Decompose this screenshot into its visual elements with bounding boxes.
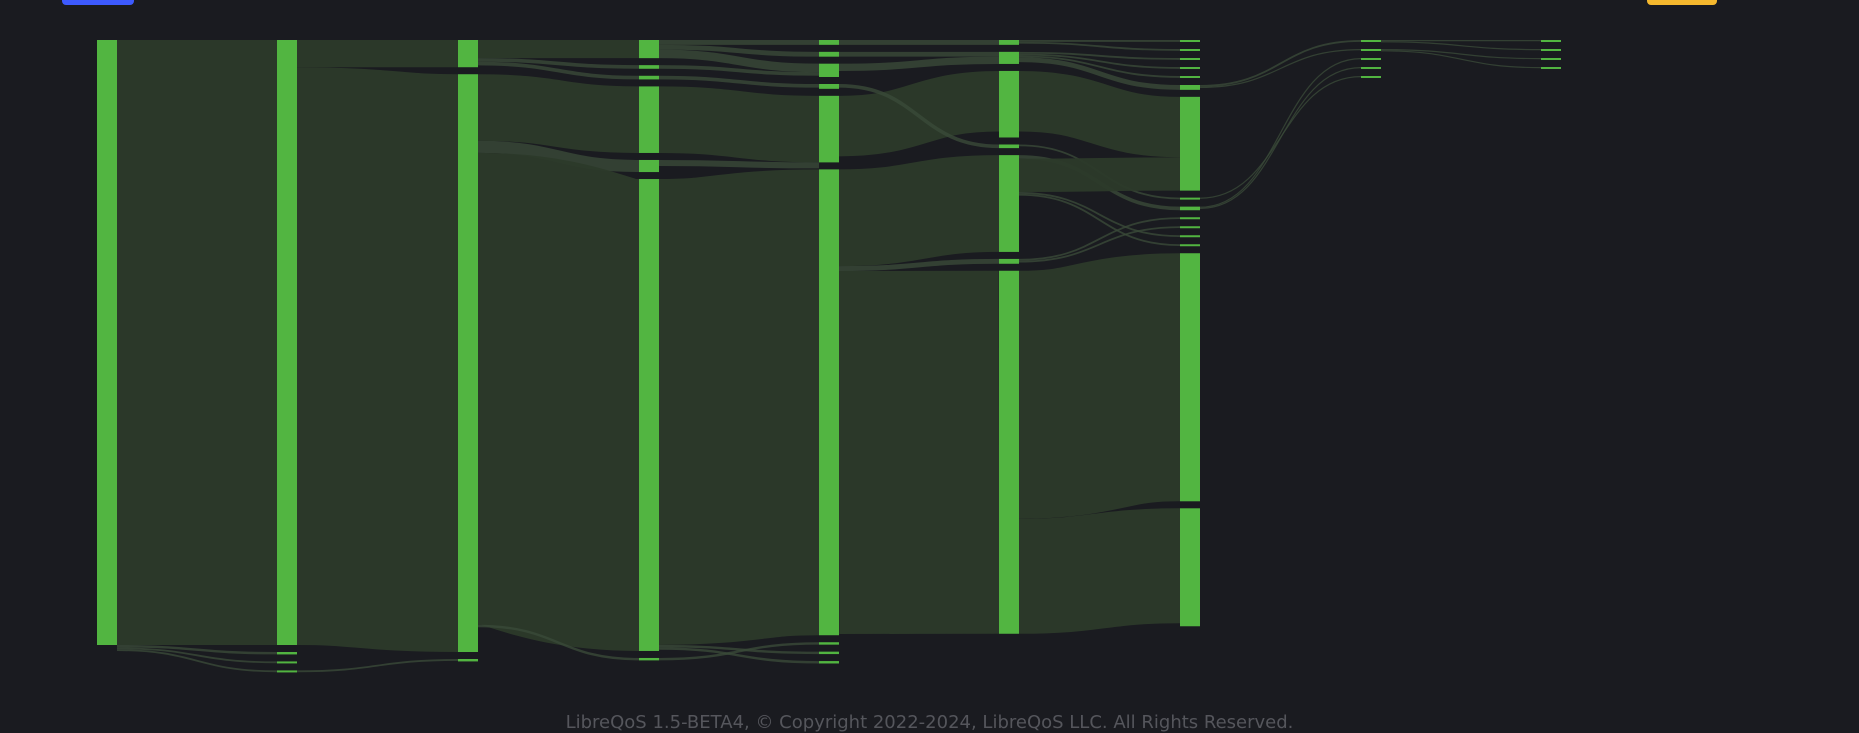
sankey-node-n7b[interactable] — [1361, 49, 1381, 51]
sankey-node-n1c[interactable] — [277, 670, 297, 672]
sankey-node-n3d[interactable] — [639, 86, 659, 153]
sankey-node-n8d[interactable] — [1541, 67, 1561, 69]
sankey-link-n2b-n3d — [478, 108, 639, 120]
sankey-node-n4b[interactable] — [819, 52, 839, 57]
sankey-node-n5g[interactable] — [999, 271, 1019, 634]
sankey-node-n8b[interactable] — [1541, 49, 1561, 51]
sankey-link-n4f-n5e — [839, 204, 999, 218]
sankey-node-n0[interactable] — [97, 40, 117, 645]
sankey-node-n4a[interactable] — [819, 40, 839, 45]
sankey-node-n7a[interactable] — [1361, 40, 1381, 42]
sankey-node-n3b[interactable] — [639, 65, 659, 69]
sankey-node-n2c[interactable] — [458, 659, 478, 661]
sankey-link-n5g-n6n — [1019, 377, 1180, 395]
sankey-link-n1c-n2c — [297, 660, 458, 671]
sankey-node-n6o[interactable] — [1180, 508, 1200, 626]
sankey-node-n2a[interactable] — [458, 40, 478, 67]
sankey-node-n1b[interactable] — [277, 661, 297, 663]
sankey-node-n2b[interactable] — [458, 74, 478, 652]
sankey-node-n4e[interactable] — [819, 96, 839, 163]
sankey-link-n4e-n5c — [839, 101, 999, 126]
sankey-link-n7b-n8d — [1381, 51, 1541, 68]
sankey-node-n3c[interactable] — [639, 76, 659, 80]
sankey-node-n6l[interactable] — [1180, 235, 1200, 237]
sankey-node-n6m[interactable] — [1180, 244, 1200, 246]
sankey-node-n6f[interactable] — [1180, 85, 1200, 90]
sankey-node-n4d[interactable] — [819, 84, 839, 89]
sankey-node-n6n[interactable] — [1180, 253, 1200, 501]
sankey-node-n5d[interactable] — [999, 144, 1019, 148]
sankey-node-n6d[interactable] — [1180, 67, 1200, 69]
sankey-link-n3c-n4d — [659, 78, 819, 86]
sankey-link-n2b-n3f — [478, 389, 639, 415]
sankey-node-n5e[interactable] — [999, 155, 1019, 252]
sankey-link-n4c-n5b — [839, 60, 999, 67]
sankey-node-n6k[interactable] — [1180, 226, 1200, 228]
sankey-node-n3e[interactable] — [639, 160, 659, 172]
sankey-node-n6e[interactable] — [1180, 76, 1200, 78]
sankey-node-n6j[interactable] — [1180, 217, 1200, 219]
sankey-link-n6f-n7b — [1200, 50, 1361, 88]
sankey-link-n3d-n4e — [659, 120, 819, 129]
sankey-node-n6b[interactable] — [1180, 49, 1200, 51]
sankey-link-n6h-n7e — [1200, 77, 1361, 199]
sankey-node-n6i[interactable] — [1180, 207, 1200, 211]
sankey-link-n5c-n6g — [1019, 101, 1180, 127]
sankey-node-n6h[interactable] — [1180, 198, 1200, 200]
sankey-node-n4c[interactable] — [819, 64, 839, 77]
sankey-node-n5b[interactable] — [999, 52, 1019, 64]
sankey-link-n5e-n6g — [1019, 174, 1180, 175]
sankey-node-n3f[interactable] — [639, 179, 659, 651]
sankey-node-n3a[interactable] — [639, 40, 659, 58]
sankey-node-n6c[interactable] — [1180, 58, 1200, 60]
footer-copyright: LibreQoS 1.5-BETA4, © Copyright 2022-202… — [0, 712, 1859, 733]
sankey-link-n5g-n6o — [1019, 566, 1180, 577]
sankey-node-n7c[interactable] — [1361, 58, 1381, 60]
sankey-node-n5a[interactable] — [999, 40, 1019, 45]
sankey-link-n3e-n4e — [659, 163, 819, 165]
sankey-node-n6a[interactable] — [1180, 40, 1200, 42]
sankey-link-n3f-n4f — [659, 402, 819, 412]
sankey-link-n7a-n8b — [1381, 42, 1541, 50]
sankey-node-n1[interactable] — [277, 40, 297, 645]
sankey-node-n4f[interactable] — [819, 169, 839, 635]
sankey-node-n4i[interactable] — [819, 661, 839, 663]
sankey-node-n8a[interactable] — [1541, 40, 1561, 42]
sankey-link-n1-n2b — [297, 356, 458, 363]
sankey-node-n5f[interactable] — [999, 259, 1019, 264]
sankey-link-n5e-n6l — [1019, 193, 1180, 236]
sankey-node-n8c[interactable] — [1541, 58, 1561, 60]
sankey-node-n4g[interactable] — [819, 642, 839, 644]
sankey-link-n5f-n6j — [1019, 218, 1180, 260]
sankey-node-n7d[interactable] — [1361, 67, 1381, 69]
sankey-node-n7e[interactable] — [1361, 76, 1381, 78]
sankey-node-n6g[interactable] — [1180, 97, 1200, 191]
sankey-node-n1a[interactable] — [277, 652, 297, 654]
sankey-link-n5a-n6b — [1019, 43, 1180, 50]
sankey-node-n3g[interactable] — [639, 658, 659, 660]
sankey-node-n4h[interactable] — [819, 652, 839, 654]
sankey-node-n5c[interactable] — [999, 71, 1019, 138]
